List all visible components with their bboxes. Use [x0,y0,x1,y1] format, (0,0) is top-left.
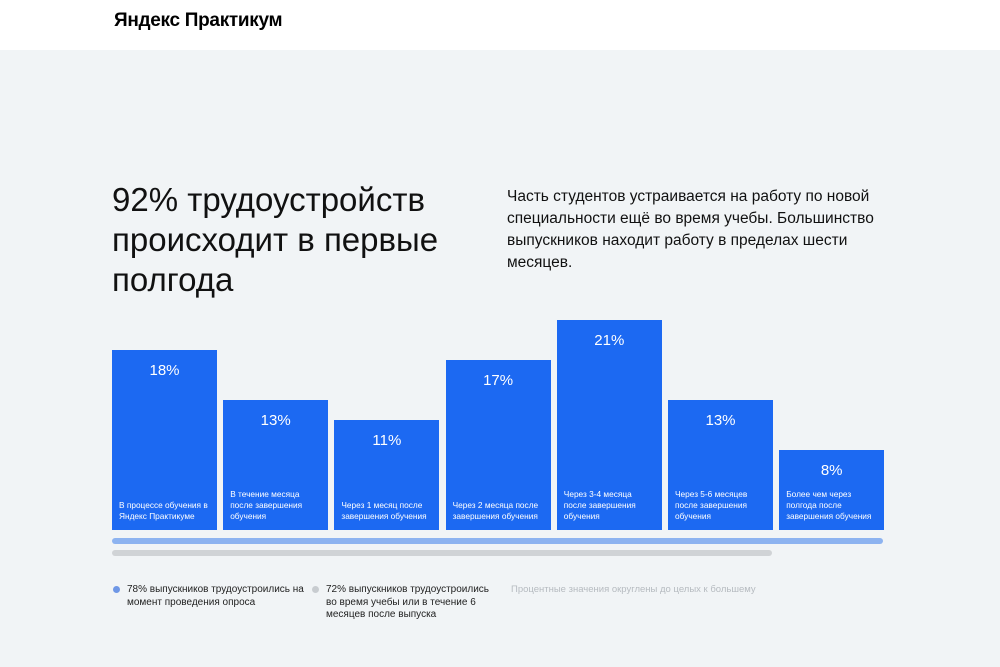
top-bar: Яндекс Практикум [0,0,1000,50]
bar: 21% Через 3-4 месяца после завершения обу… [556,320,662,530]
bar-value-label: 13% [705,412,736,429]
bar: 18% В процессе обучения в Яндекс Практику… [112,350,217,530]
range-bar-surveyed [112,538,883,544]
legend-item-surveyed: 78% выпускников трудоустроились на момен… [113,584,307,609]
bar-value-label: 18% [149,362,180,379]
bar-category-label: Через 3-4 месяца после завершения обучен… [563,489,636,521]
bar-category-label: В процессе обучения в Яндекс Практикуме [119,500,208,521]
bar-value-label: 17% [483,372,514,389]
legend-dot-blue [113,586,120,593]
bar-value-label: 8% [820,462,843,479]
bar-category-label: Через 2 месяца после завершения обучения [452,500,539,521]
page-title: 92% трудоустройств происходит в первые п… [112,181,439,298]
bar-value-label: 21% [594,332,625,349]
bar-category-label: Через 1 месяц после завершения обучения [341,500,427,521]
footnote: Процентные значения округлены до целых к… [511,584,756,595]
bar: 11% Через 1 месяц после завершения обучен… [334,420,440,530]
description-text: Часть студентов устраивается на работу п… [507,188,874,271]
legend-label: 78% выпускников трудоустроились на момен… [127,584,304,608]
range-bar-six-months [112,550,772,556]
bar-value-label: 13% [260,412,291,429]
legend-dot-gray [312,586,319,593]
bar-category-label: В течение месяца после завершения обучен… [230,489,303,521]
bar: 13% Через 5-6 месяцев после завершения об… [668,400,773,530]
bar: 13% В течение месяца после завершения обу… [223,400,329,530]
legend-label: 72% выпускников трудоустроились во время… [326,584,490,620]
logo[interactable]: Яндекс Практикум [114,10,283,31]
bar: 17% Через 2 месяца после завершения обуче… [445,360,551,530]
bar-value-label: 11% [372,432,402,449]
bar-category-label: Более чем через полгода после завершения… [786,489,872,521]
bar-category-label: Через 5-6 месяцев после завершения обуче… [675,489,748,521]
bar: 8% Более чем через полгода после завершен… [779,450,885,530]
legend-item-six-months: 72% выпускников трудоустроились во время… [312,584,496,622]
